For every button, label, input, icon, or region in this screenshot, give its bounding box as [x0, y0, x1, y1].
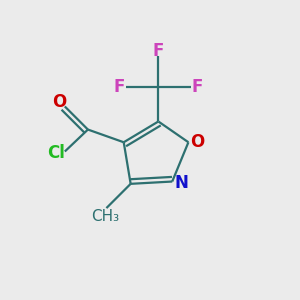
Text: O: O	[190, 133, 205, 151]
Text: F: F	[192, 78, 203, 96]
Text: F: F	[153, 43, 164, 61]
Text: CH₃: CH₃	[91, 209, 119, 224]
Text: N: N	[175, 174, 188, 192]
Text: O: O	[52, 93, 66, 111]
Text: Cl: Cl	[47, 144, 65, 162]
Text: F: F	[114, 78, 125, 96]
